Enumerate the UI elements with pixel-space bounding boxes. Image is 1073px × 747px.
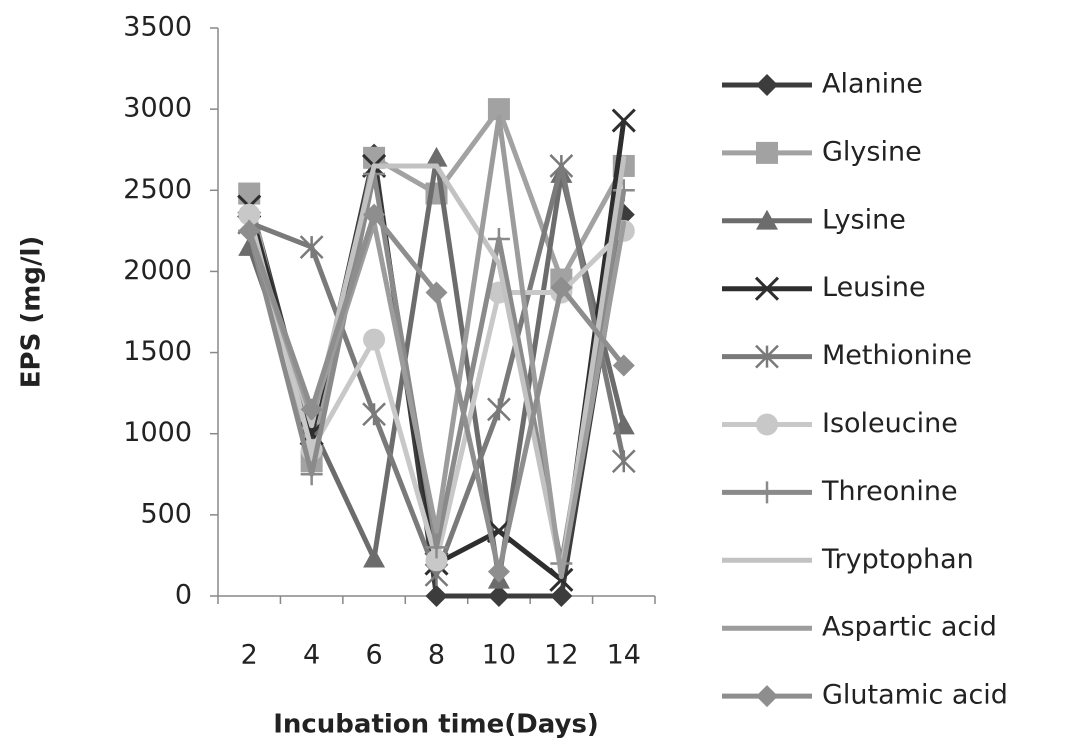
legend-item: Alanine	[722, 69, 923, 100]
data-point	[558, 574, 564, 580]
legend-item: Leusine	[722, 272, 926, 303]
series-line	[246, 157, 627, 575]
legend-label: Glutamic acid	[822, 680, 1008, 711]
data-point	[371, 163, 377, 169]
x-tick-label: 4	[303, 640, 320, 671]
legend-marker	[756, 685, 778, 708]
data-point	[611, 108, 636, 133]
data-point	[425, 536, 448, 559]
legend-label: Isoleucine	[822, 408, 958, 439]
data-point	[621, 220, 627, 226]
y-tick-label: 3000	[123, 93, 192, 124]
data-point	[549, 154, 574, 178]
legend-label: Glysine	[822, 136, 922, 167]
data-point	[434, 528, 439, 534]
legend-marker	[754, 276, 780, 301]
legend-label: Methionine	[822, 340, 972, 371]
legend-marker	[756, 413, 778, 436]
x-axis-title: Incubation time(Days)	[273, 710, 599, 740]
y-tick-label: 1500	[123, 336, 192, 367]
legend-label: Aspartic acid	[822, 612, 997, 643]
x-tick-label: 2	[241, 640, 258, 671]
x-tick-label: 14	[607, 640, 641, 671]
data-point	[487, 585, 510, 607]
data-point	[487, 397, 511, 422]
data-point	[238, 182, 261, 205]
data-point	[362, 402, 386, 427]
legend-label: Threonine	[821, 476, 958, 507]
data-point	[611, 449, 636, 474]
legend-marker	[756, 141, 778, 164]
legend-item: Aspartic acid	[722, 612, 997, 643]
x-tick-label: 6	[365, 640, 382, 671]
data-point	[363, 547, 386, 568]
x-tick-label: 10	[482, 640, 516, 671]
legend-item: Methionine	[722, 340, 972, 371]
data-point	[549, 567, 574, 592]
legend-item: Isoleucine	[722, 408, 958, 439]
legend-marker	[755, 344, 779, 369]
data-point	[434, 163, 439, 169]
y-axis-title: EPS (mg/l)	[17, 236, 47, 388]
series	[238, 203, 635, 583]
y-tick-label: 500	[140, 498, 192, 529]
data-point	[238, 203, 261, 226]
data-point	[309, 423, 315, 429]
data-point	[300, 398, 323, 421]
data-point	[621, 155, 627, 161]
series-line	[246, 171, 627, 567]
data-point	[550, 585, 573, 607]
legend-item: Glysine	[722, 136, 922, 167]
data-point	[425, 281, 448, 304]
legend-marker	[756, 209, 778, 230]
legend-item: Tryptophan	[722, 544, 974, 575]
x-tick-label: 8	[428, 640, 445, 671]
legend-label: Lysine	[822, 204, 906, 235]
data-point	[363, 328, 386, 351]
y-tick-label: 1000	[123, 417, 192, 448]
y-tick-label: 2000	[123, 255, 192, 286]
x-tick-label: 12	[544, 640, 578, 671]
data-point	[496, 114, 502, 120]
data-point	[363, 146, 386, 169]
legend-label: Tryptophan	[821, 544, 974, 575]
data-point	[425, 585, 448, 607]
data-point	[363, 203, 386, 226]
series	[246, 155, 627, 575]
data-point	[238, 219, 261, 242]
legend-label: Alanine	[822, 69, 923, 100]
legend-marker	[756, 481, 778, 504]
data-point	[300, 463, 323, 486]
data-point	[612, 354, 635, 377]
y-tick-label: 3500	[123, 12, 192, 43]
data-point	[299, 235, 324, 259]
legend-item: Glutamic acid	[722, 680, 1008, 711]
y-tick-label: 2500	[123, 174, 192, 205]
data-point	[425, 549, 448, 572]
legend-marker	[756, 74, 778, 96]
data-point	[487, 227, 510, 250]
data-point	[496, 260, 502, 266]
legend-item: Threonine	[722, 476, 958, 507]
y-tick-label: 0	[175, 580, 192, 611]
legend-item: Lysine	[722, 204, 906, 235]
legend-label: Leusine	[822, 272, 926, 303]
data-point	[487, 560, 510, 583]
data-point	[550, 276, 573, 299]
data-point	[487, 98, 510, 121]
data-point	[425, 146, 448, 167]
